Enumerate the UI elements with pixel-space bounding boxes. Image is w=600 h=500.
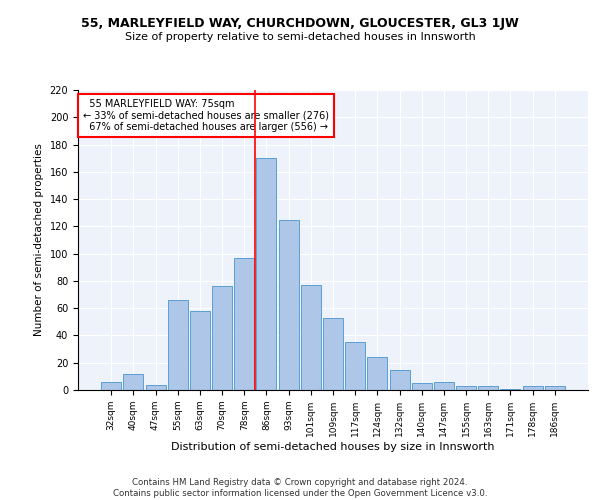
Bar: [101, 382, 121, 390]
Text: Contains HM Land Registry data © Crown copyright and database right 2024.
Contai: Contains HM Land Registry data © Crown c…: [113, 478, 487, 498]
Bar: [212, 286, 232, 390]
Bar: [345, 342, 365, 390]
Bar: [478, 386, 498, 390]
Y-axis label: Number of semi-detached properties: Number of semi-detached properties: [34, 144, 44, 336]
Bar: [168, 300, 188, 390]
Bar: [434, 382, 454, 390]
Bar: [545, 386, 565, 390]
Bar: [256, 158, 277, 390]
Text: Size of property relative to semi-detached houses in Innsworth: Size of property relative to semi-detach…: [125, 32, 475, 42]
Bar: [323, 318, 343, 390]
Bar: [523, 386, 542, 390]
Bar: [301, 285, 321, 390]
Bar: [124, 374, 143, 390]
Bar: [389, 370, 410, 390]
Bar: [500, 388, 520, 390]
Text: 55 MARLEYFIELD WAY: 75sqm
← 33% of semi-detached houses are smaller (276)
  67% : 55 MARLEYFIELD WAY: 75sqm ← 33% of semi-…: [83, 99, 329, 132]
Text: 55, MARLEYFIELD WAY, CHURCHDOWN, GLOUCESTER, GL3 1JW: 55, MARLEYFIELD WAY, CHURCHDOWN, GLOUCES…: [81, 18, 519, 30]
Bar: [190, 311, 210, 390]
Bar: [367, 358, 388, 390]
Bar: [412, 383, 432, 390]
Bar: [456, 386, 476, 390]
Text: Distribution of semi-detached houses by size in Innsworth: Distribution of semi-detached houses by …: [171, 442, 495, 452]
Bar: [234, 258, 254, 390]
Bar: [146, 384, 166, 390]
Bar: [278, 220, 299, 390]
